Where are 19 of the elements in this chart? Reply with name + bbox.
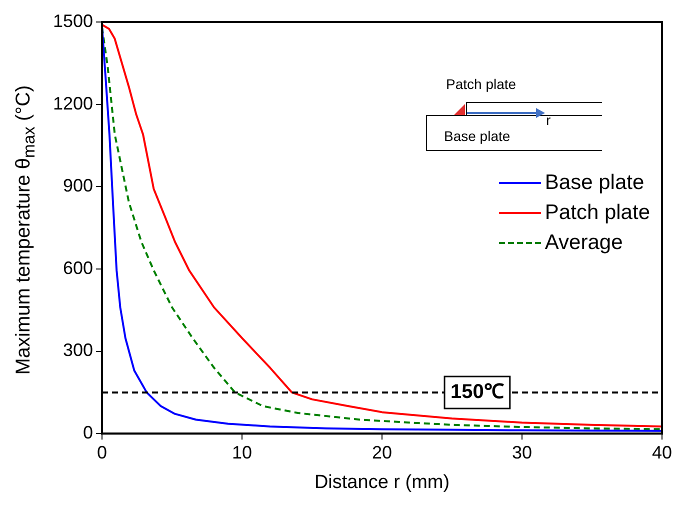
legend-label: Patch plate: [544, 200, 650, 226]
y-tick-label: 0: [83, 422, 94, 443]
annotation: Base plate: [444, 128, 510, 144]
y-tick-label: 600: [62, 258, 94, 278]
x-tick-label: 40: [652, 442, 672, 462]
y-tick-label: 900: [62, 176, 94, 196]
ref-line-label: 150℃: [450, 380, 504, 403]
y-tick-label: 1200: [52, 93, 94, 114]
x-tick-label: 30: [512, 442, 532, 462]
x-tick-label: 20: [372, 442, 392, 462]
x-axis-title: Distance r (mm): [314, 472, 450, 493]
y-tick-label: 1500: [52, 10, 94, 31]
legend-label: Average: [544, 230, 623, 256]
legend-label: Base plate: [544, 170, 644, 196]
annotation: r: [546, 112, 551, 128]
annotation: Patch plate: [446, 76, 516, 92]
y-tick-label: 300: [62, 340, 94, 360]
x-tick-label: 0: [97, 442, 108, 462]
x-tick-label: 10: [232, 442, 252, 462]
